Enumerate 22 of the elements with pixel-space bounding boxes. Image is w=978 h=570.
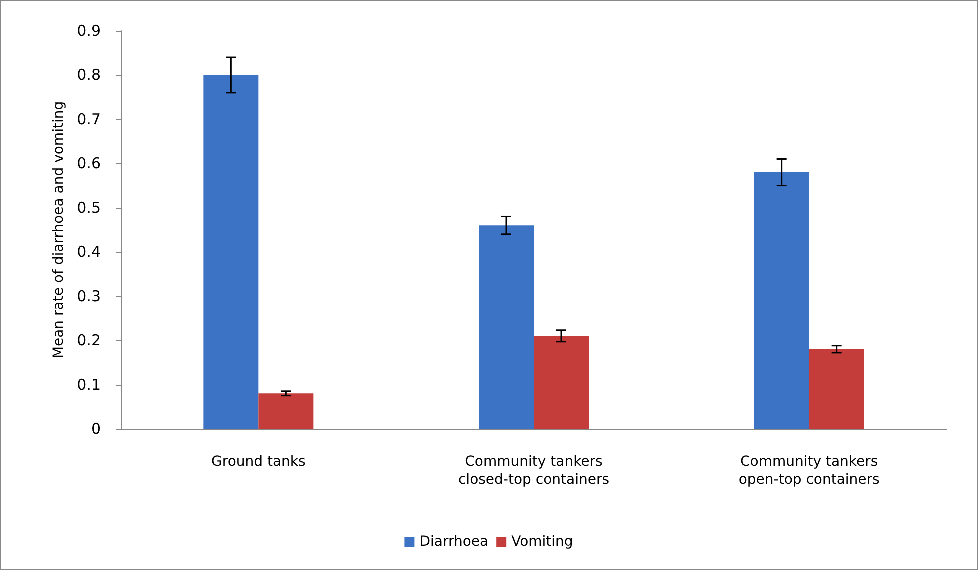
x-tick-label: Community tankers open-top containers	[738, 454, 880, 488]
y-tick-label: 0.9	[77, 22, 101, 40]
bar	[809, 349, 864, 429]
y-tick-label: 0	[91, 420, 101, 438]
legend-label: Diarrhoea	[420, 534, 489, 550]
y-axis-title: Mean rate of diarrhoea and vomiting	[51, 101, 67, 359]
y-tick-label: 0.8	[77, 66, 101, 84]
bar	[754, 172, 810, 429]
y-tick-label: 0.2	[77, 332, 101, 350]
y-tick-label: 0.1	[77, 376, 101, 394]
x-tick-label: Ground tanks	[212, 454, 306, 470]
y-tick-label: 0.3	[77, 287, 101, 306]
y-tick-label: 0.6	[77, 154, 101, 173]
y-tick-label: 0.4	[77, 243, 101, 262]
x-tick-label: Community tankers closed-top containers	[458, 454, 610, 488]
y-tick-label: 0.5	[77, 198, 101, 217]
y-tick-label: 0.7	[77, 110, 101, 128]
bar	[258, 394, 314, 429]
legend-label: Vomiting	[512, 534, 574, 550]
bar	[479, 226, 534, 429]
bar	[534, 336, 589, 429]
bar	[204, 75, 259, 429]
